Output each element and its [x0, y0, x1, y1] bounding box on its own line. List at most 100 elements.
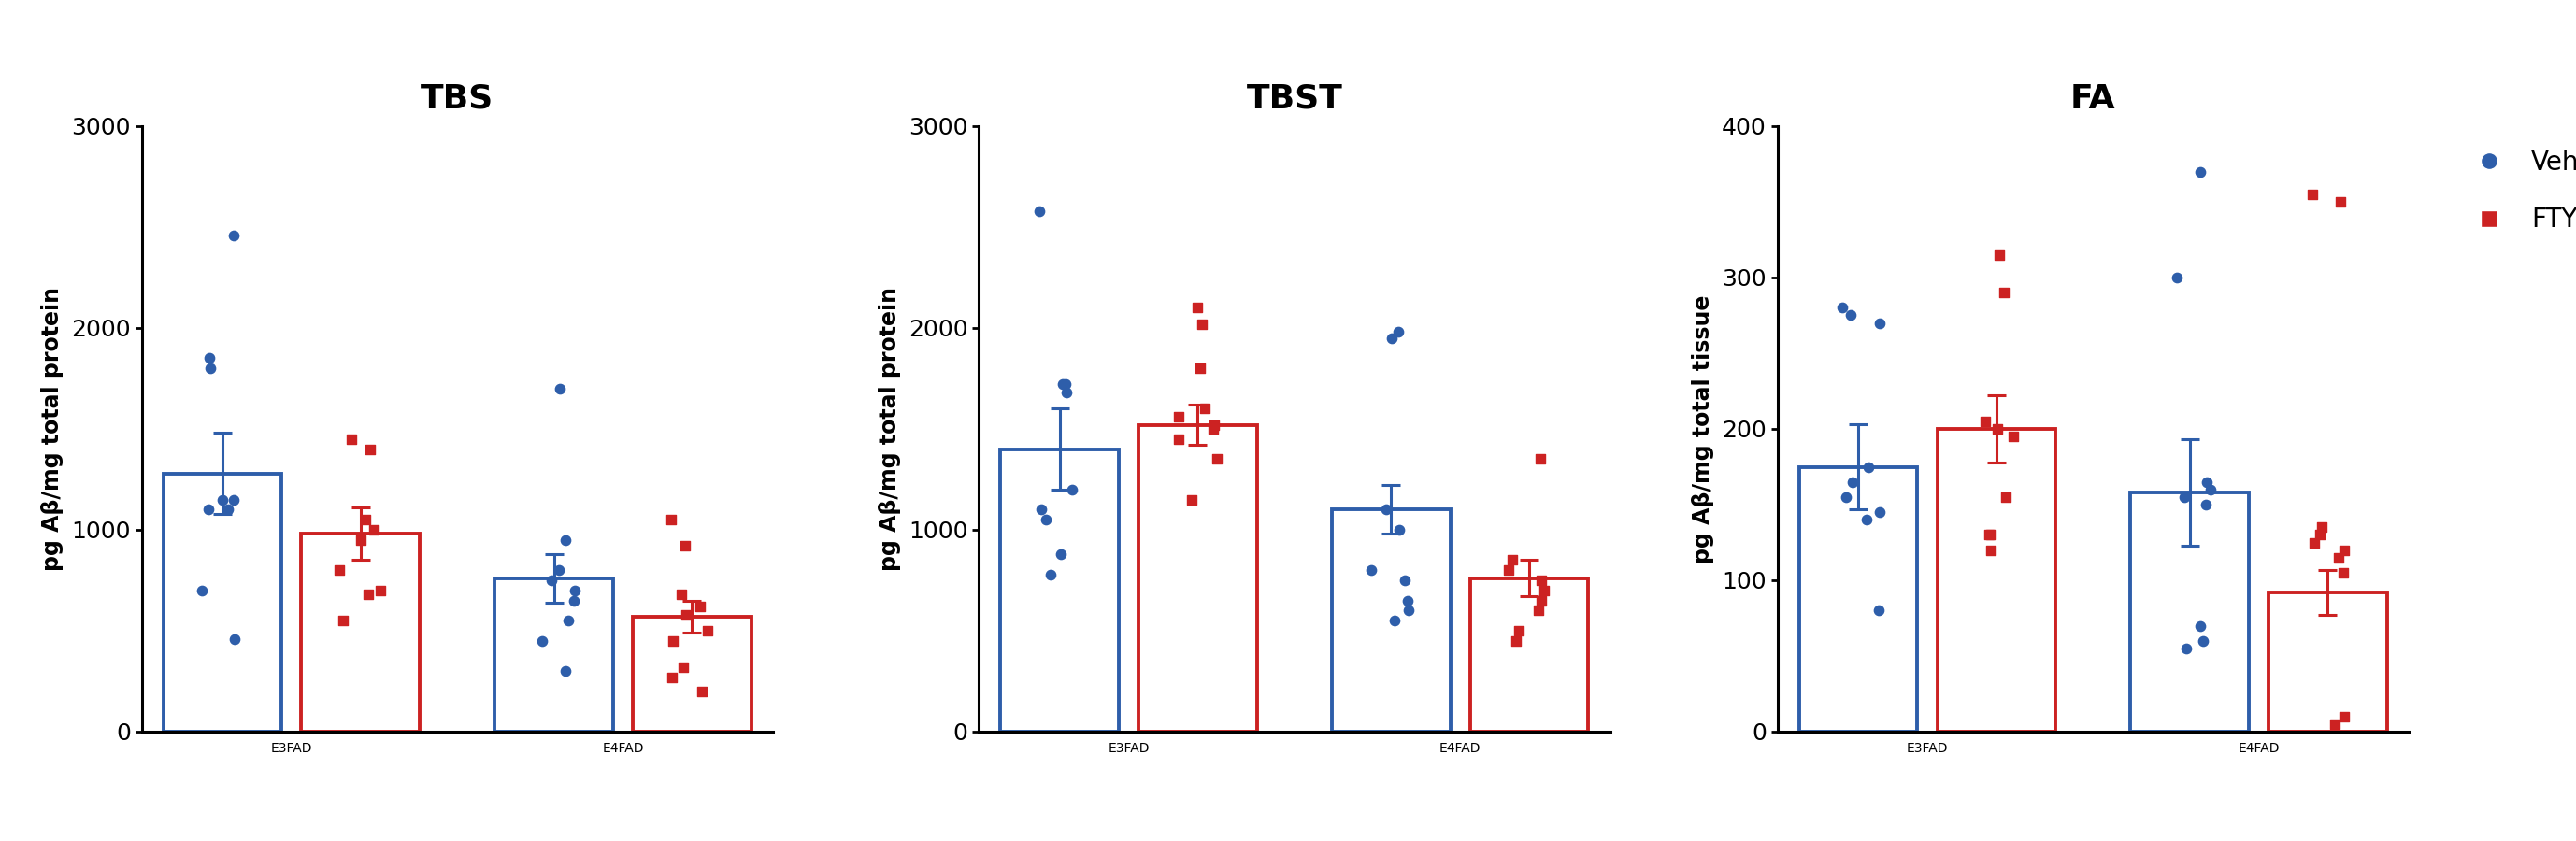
Bar: [2269, 592, 2388, 732]
Point: [191, 362, 232, 375]
Point: [180, 584, 222, 597]
Point: [2156, 271, 2197, 284]
Point: [554, 594, 595, 607]
Point: [361, 584, 402, 597]
Point: [2164, 490, 2205, 504]
Point: [319, 563, 361, 577]
Point: [201, 493, 242, 506]
Point: [1177, 301, 1218, 315]
Point: [1971, 528, 2012, 542]
Legend: Vehicle, FTY720: Vehicle, FTY720: [2452, 139, 2576, 243]
Point: [2184, 498, 2226, 511]
Point: [1046, 378, 1087, 391]
Bar: [1798, 467, 1917, 732]
Point: [2187, 475, 2228, 489]
Point: [214, 493, 255, 506]
Title: TBST: TBST: [1247, 82, 1342, 114]
Point: [688, 624, 729, 637]
Point: [209, 503, 250, 516]
Point: [188, 352, 229, 365]
Point: [665, 539, 706, 553]
Point: [652, 634, 693, 648]
Point: [188, 503, 229, 516]
Bar: [1332, 510, 1450, 732]
Point: [1857, 604, 1899, 617]
Point: [1517, 604, 1558, 617]
Point: [1043, 378, 1084, 391]
Point: [2324, 710, 2365, 723]
Y-axis label: pg Aβ/mg total tissue: pg Aβ/mg total tissue: [1692, 294, 1713, 563]
Point: [1020, 204, 1061, 218]
Y-axis label: pg Aβ/mg total protein: pg Aβ/mg total protein: [41, 287, 64, 571]
Point: [523, 634, 564, 648]
Point: [2179, 165, 2221, 178]
Point: [1984, 286, 2025, 299]
Point: [1172, 493, 1213, 506]
Bar: [2130, 493, 2249, 732]
Point: [353, 523, 394, 537]
Point: [665, 608, 706, 621]
Point: [1520, 574, 1561, 587]
Point: [1350, 563, 1391, 577]
Point: [322, 614, 363, 627]
Point: [350, 442, 392, 456]
Bar: [495, 579, 613, 732]
Point: [1195, 452, 1236, 466]
Point: [1383, 574, 1425, 587]
Point: [1978, 422, 2020, 436]
Bar: [1139, 425, 1257, 732]
Point: [1180, 362, 1221, 375]
Point: [1159, 432, 1200, 446]
Point: [2300, 528, 2342, 542]
Y-axis label: pg Aβ/mg total protein: pg Aβ/mg total protein: [878, 287, 902, 571]
Point: [680, 600, 721, 613]
Point: [546, 533, 587, 547]
Point: [2324, 543, 2365, 557]
Point: [538, 382, 580, 395]
Point: [1051, 483, 1092, 496]
Point: [1193, 418, 1234, 431]
Point: [2321, 195, 2362, 209]
Point: [348, 588, 389, 601]
Point: [1365, 503, 1406, 516]
Bar: [1937, 429, 2056, 732]
Point: [1046, 386, 1087, 399]
Point: [1489, 563, 1530, 577]
Bar: [634, 616, 752, 732]
Point: [1971, 543, 2012, 557]
Point: [1860, 316, 1901, 330]
Point: [1492, 553, 1533, 567]
Point: [1378, 325, 1419, 339]
Point: [1860, 505, 1901, 519]
Point: [1525, 584, 1566, 597]
Point: [2293, 188, 2334, 201]
Bar: [999, 449, 1118, 732]
Point: [1821, 301, 1862, 315]
Point: [662, 660, 703, 674]
Point: [662, 588, 703, 601]
Point: [2190, 483, 2231, 496]
Point: [1376, 614, 1417, 627]
Point: [1986, 490, 2027, 504]
Point: [1388, 594, 1430, 607]
Point: [1378, 523, 1419, 537]
Point: [1041, 547, 1082, 561]
Point: [1025, 513, 1066, 526]
Point: [1030, 568, 1072, 581]
Title: FA: FA: [2071, 82, 2115, 114]
Point: [1499, 624, 1540, 637]
Bar: [301, 534, 420, 732]
Point: [538, 563, 580, 577]
Point: [1965, 415, 2007, 428]
Point: [1182, 317, 1224, 331]
Bar: [162, 473, 281, 732]
Point: [2313, 717, 2354, 731]
Point: [330, 432, 371, 446]
Point: [1157, 410, 1198, 424]
Point: [1978, 248, 2020, 262]
Point: [1193, 422, 1234, 436]
Point: [2166, 642, 2208, 655]
Point: [1020, 503, 1061, 516]
Point: [680, 685, 721, 698]
Point: [1388, 604, 1430, 617]
